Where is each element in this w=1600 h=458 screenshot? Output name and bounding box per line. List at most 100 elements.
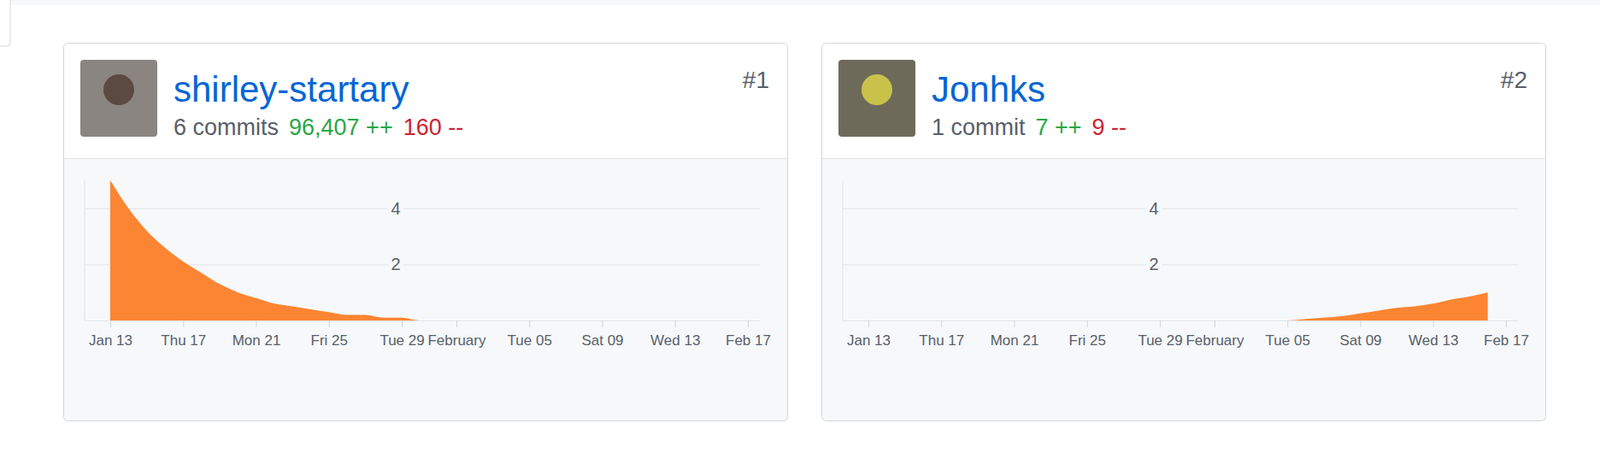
x-tick: Jan 13 bbox=[847, 320, 891, 349]
x-tick-mark bbox=[182, 320, 184, 328]
plot-area bbox=[110, 180, 730, 321]
commit-count: 1 commit bbox=[931, 114, 1026, 141]
x-tick-label: Feb 17 bbox=[1483, 332, 1530, 349]
x-tick: Sat 09 bbox=[1339, 320, 1382, 349]
card-header bbox=[822, 43, 1546, 159]
deletions: 160 -- bbox=[403, 114, 465, 141]
tick-label-bg bbox=[388, 199, 404, 218]
x-tick-mark bbox=[1014, 320, 1016, 328]
x-tick-mark bbox=[401, 320, 403, 328]
contributor-card: shirley-startary#16 commits96,407 ++160 … bbox=[64, 43, 789, 422]
x-tick-label: February bbox=[1185, 332, 1245, 349]
avatar-detail bbox=[861, 74, 893, 106]
header-divider bbox=[822, 158, 1546, 159]
additions: 7 ++ bbox=[1035, 114, 1083, 141]
x-axis: Jan 13 Thu 17 Mon 21 Fri 25 Tue 29February Tu… bbox=[847, 320, 1530, 349]
y-tick-label: 2 bbox=[390, 254, 400, 274]
card-frame bbox=[64, 43, 789, 422]
x-tick-mark bbox=[1159, 320, 1161, 328]
x-tick: Mon 21 bbox=[232, 320, 282, 349]
plot-area bbox=[868, 292, 1489, 321]
x-tick-mark bbox=[941, 320, 942, 328]
avatar[interactable] bbox=[80, 59, 158, 137]
x-tick: Wed 13 bbox=[1408, 320, 1459, 349]
x-tick-label: Tue 29 bbox=[379, 332, 424, 349]
x-tick-label: February bbox=[427, 332, 487, 349]
commit-area bbox=[110, 180, 730, 321]
x-tick-label: Tue 05 bbox=[1265, 332, 1311, 349]
contributor-name[interactable]: Jonhks bbox=[931, 69, 1046, 110]
x-tick-mark bbox=[1214, 320, 1216, 328]
rank: #2 bbox=[1500, 66, 1528, 94]
x-tick: Fri 25 bbox=[1069, 320, 1106, 349]
x-tick-label: Feb 17 bbox=[725, 332, 771, 349]
x-tick: Feb 17 bbox=[725, 320, 771, 349]
x-tick-label: Tue 29 bbox=[1137, 332, 1183, 349]
x-tick-mark bbox=[868, 320, 870, 328]
grid-line bbox=[842, 208, 1518, 210]
top-strip bbox=[0, 0, 1600, 6]
x-tick-mark bbox=[1087, 320, 1089, 328]
x-tick-mark bbox=[1359, 320, 1361, 328]
x-tick: Thu 17 bbox=[160, 320, 206, 349]
x-tick-label: Fri 25 bbox=[311, 332, 348, 349]
x-axis-line bbox=[869, 321, 1507, 329]
x-tick-label: Thu 17 bbox=[160, 332, 206, 349]
x-tick: Sat 09 bbox=[581, 320, 624, 349]
x-tick-label: Thu 17 bbox=[918, 332, 965, 349]
x-tick-mark bbox=[1505, 320, 1507, 328]
x-tick: Feb 17 bbox=[1483, 320, 1530, 349]
x-tick: Tue 05 bbox=[507, 320, 553, 349]
x-tick-label: Wed 13 bbox=[1408, 332, 1459, 349]
x-tick-mark bbox=[675, 320, 677, 328]
contributor-card: Jonhks#21 commit7 ++9 --24Jan 13Thu 17Mo… bbox=[822, 43, 1547, 422]
x-tick-mark bbox=[456, 320, 458, 328]
avatar[interactable] bbox=[838, 59, 916, 137]
x-tick-mark bbox=[1287, 320, 1289, 328]
x-tick-label: Sat 09 bbox=[1339, 332, 1382, 349]
grid-line bbox=[842, 264, 1518, 265]
contributor-name[interactable]: shirley-startary bbox=[173, 69, 409, 110]
x-tick-label: Wed 13 bbox=[650, 332, 700, 349]
avatar-detail bbox=[103, 74, 135, 106]
x-tick-label: Mon 21 bbox=[232, 332, 282, 349]
deletions: 9 -- bbox=[1092, 114, 1128, 141]
y-tick-label: 2 bbox=[1148, 254, 1159, 274]
page: shirley-startary#16 commits96,407 ++160 … bbox=[0, 0, 1600, 458]
x-tick: Fri 25 bbox=[311, 320, 348, 349]
grid-line bbox=[84, 208, 760, 210]
tick-label-bg bbox=[1146, 199, 1162, 218]
rank: #1 bbox=[742, 66, 770, 94]
x-tick-label: Fri 25 bbox=[1069, 332, 1106, 349]
x-tick-mark bbox=[1433, 320, 1435, 328]
x-tick-label: Sat 09 bbox=[581, 332, 624, 349]
commit-count: 6 commits bbox=[173, 114, 279, 141]
x-tick: Jan 13 bbox=[88, 320, 133, 349]
y-axis-line bbox=[842, 180, 844, 321]
x-tick-label: Jan 13 bbox=[847, 332, 891, 349]
card-header bbox=[64, 43, 788, 159]
y-tick-label: 4 bbox=[390, 199, 400, 218]
x-tick: February bbox=[1185, 320, 1245, 349]
x-tick: Thu 17 bbox=[918, 320, 965, 349]
header-divider bbox=[64, 158, 788, 159]
x-tick-mark bbox=[256, 320, 258, 328]
x-tick: Wed 13 bbox=[650, 320, 700, 349]
side-edge bbox=[0, 0, 11, 47]
x-tick: Tue 05 bbox=[1265, 320, 1311, 349]
x-tick: Tue 29 bbox=[1137, 320, 1183, 349]
x-tick: Mon 21 bbox=[990, 320, 1040, 349]
card-frame bbox=[822, 43, 1547, 422]
x-tick: Tue 29 bbox=[379, 320, 424, 349]
x-axis-line bbox=[111, 321, 749, 329]
commit-area bbox=[868, 292, 1489, 321]
x-tick-label: Jan 13 bbox=[88, 332, 133, 349]
x-tick-mark bbox=[329, 320, 330, 328]
x-tick-mark bbox=[110, 320, 112, 328]
x-axis: Jan 13 Thu 17 Mon 21 Fri 25 Tue 29February Tu… bbox=[88, 320, 771, 349]
x-tick-mark bbox=[601, 320, 603, 328]
x-tick: February bbox=[427, 320, 487, 349]
x-tick-mark bbox=[529, 320, 530, 328]
tick-label-bg bbox=[388, 254, 404, 274]
x-tick-label: Tue 05 bbox=[507, 332, 553, 349]
